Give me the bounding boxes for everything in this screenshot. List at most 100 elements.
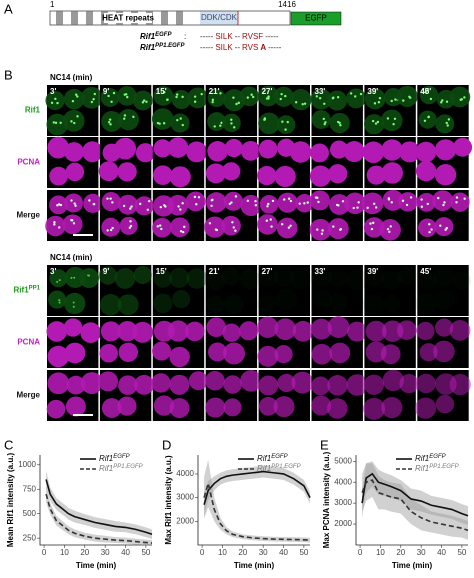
nucleus [49, 166, 69, 186]
foci [315, 95, 319, 98]
foci [390, 99, 393, 103]
foci [73, 202, 76, 205]
foci [341, 200, 345, 203]
error-band [362, 461, 468, 526]
foci [324, 121, 327, 124]
nucleus [309, 190, 330, 211]
label-name: Rif1 [99, 464, 113, 473]
foci [70, 219, 74, 222]
nucleus [363, 397, 386, 420]
foci [301, 103, 304, 106]
series-line [361, 479, 469, 532]
foci [376, 120, 380, 124]
nucleus [206, 271, 226, 291]
nucleus [47, 372, 70, 395]
foci [356, 206, 359, 209]
label-name: Rif1 [257, 454, 271, 463]
nucleus [118, 375, 138, 395]
nucleus [222, 162, 241, 181]
nucleus [418, 218, 437, 238]
label-name: Merge [16, 391, 40, 400]
nucleus [396, 85, 418, 108]
label-sup: EGFP [271, 454, 287, 460]
foci [289, 224, 292, 227]
nucleus [239, 86, 260, 107]
nucleus [449, 319, 471, 341]
foci [374, 122, 378, 125]
foci [427, 115, 430, 119]
nucleus [343, 141, 365, 163]
foci [287, 197, 291, 200]
nucleus [64, 342, 86, 364]
foci [339, 123, 342, 127]
nucleus [381, 396, 403, 419]
x-tick-label: 30 [417, 548, 426, 557]
foci [281, 120, 284, 123]
sequence: ----- SILK -- RVS A ----- [200, 43, 282, 52]
nucleus [46, 399, 66, 419]
foci [339, 228, 343, 231]
egfp-label: EGFP [305, 14, 327, 23]
foci [219, 124, 222, 127]
foci [177, 205, 180, 208]
foci [106, 197, 109, 200]
y-tick-label: 500 [23, 509, 37, 518]
foci [250, 93, 253, 96]
nucleus [415, 293, 437, 315]
nucleus [184, 321, 205, 342]
heat-stripe [176, 11, 183, 25]
nucleus [169, 166, 191, 188]
foci [181, 230, 185, 234]
micrograph [364, 265, 416, 316]
foci [284, 94, 287, 98]
nucleus [276, 115, 296, 135]
foci [132, 115, 135, 119]
nucleus [363, 374, 385, 395]
foci [176, 118, 179, 122]
nucleus [276, 217, 298, 239]
foci [279, 97, 282, 101]
nucleus [134, 196, 154, 216]
nucleus [363, 217, 385, 238]
foci [108, 118, 112, 121]
foci [111, 201, 114, 204]
foci [181, 123, 184, 127]
axes [39, 455, 152, 546]
foci [129, 224, 133, 228]
foci [393, 117, 397, 120]
nucleus [224, 138, 244, 158]
foci [112, 91, 116, 95]
foci [228, 202, 231, 206]
foci [53, 223, 56, 226]
label-name: PCNA [17, 338, 40, 347]
foci [181, 202, 184, 205]
foci [141, 101, 145, 104]
nucleus [435, 318, 454, 337]
foci [323, 102, 326, 105]
ddk-label: DDK/CDK [201, 13, 238, 22]
foci [59, 203, 63, 207]
label-text: Rif1PP1.EGFP [99, 464, 143, 474]
foci [443, 201, 446, 204]
foci [230, 201, 233, 204]
label-sup: PP1 [29, 285, 41, 291]
foci [208, 222, 212, 225]
foci [317, 200, 320, 204]
time-label: 21' [209, 87, 220, 96]
nucleus [274, 318, 297, 341]
y-tick-label: 4000 [176, 469, 194, 478]
nucleus [185, 191, 206, 212]
nucleus [329, 292, 348, 312]
foci [56, 280, 59, 283]
foci [179, 230, 183, 233]
nucleus [364, 114, 385, 135]
foci [175, 93, 179, 96]
foci [163, 91, 166, 94]
nucleus [188, 371, 208, 391]
foci [160, 227, 163, 231]
foci [232, 96, 235, 99]
nucleus [327, 90, 348, 111]
foci [106, 229, 109, 232]
nucleus [101, 110, 123, 132]
nucleus [434, 164, 457, 186]
